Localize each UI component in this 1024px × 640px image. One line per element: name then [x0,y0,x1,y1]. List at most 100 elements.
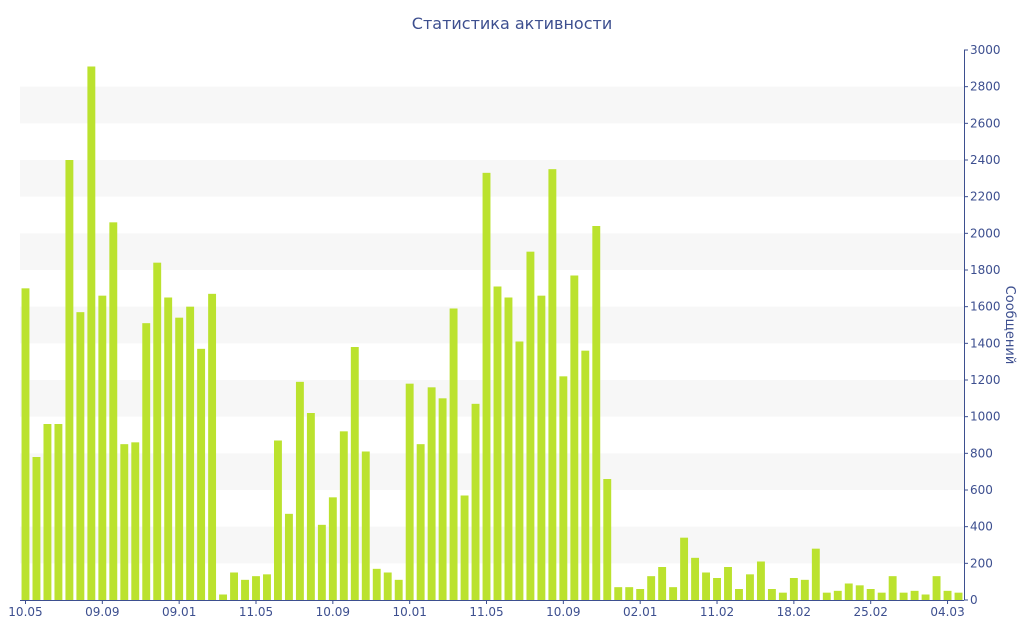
bar[interactable] [581,350,590,600]
bar[interactable] [515,341,524,601]
bar[interactable] [899,592,908,600]
bar[interactable] [691,557,700,600]
bar[interactable] [164,297,173,601]
x-tick-label: 09.09 [85,605,119,619]
bar[interactable] [548,169,557,600]
bar[interactable] [855,585,864,600]
bar[interactable] [175,317,184,600]
bar[interactable] [658,567,667,600]
bar[interactable] [438,398,447,600]
bar[interactable] [493,286,502,601]
y-tick-label: 2400 [970,153,1001,167]
bar[interactable] [43,424,52,600]
bar[interactable] [526,251,535,600]
bar[interactable] [888,576,897,600]
bar[interactable] [252,576,260,600]
bar[interactable] [713,578,721,600]
y-tick-label: 1400 [970,336,1001,350]
bar[interactable] [98,295,107,600]
bar[interactable] [350,347,359,600]
bar[interactable] [87,66,96,601]
bar[interactable] [120,444,129,600]
bar[interactable] [778,592,787,600]
bar[interactable] [592,226,601,600]
bar[interactable] [702,572,710,601]
bar[interactable] [361,451,370,601]
bar[interactable] [241,579,249,600]
bar[interactable] [789,578,798,600]
bar[interactable] [625,587,634,600]
bar[interactable] [636,589,645,600]
bar[interactable] [65,160,74,600]
grid-band [20,526,964,564]
bar[interactable] [822,592,831,600]
bar[interactable] [877,592,886,600]
x-tick-label: 25.02 [854,605,888,619]
bar[interactable] [208,293,217,600]
bar[interactable] [295,381,304,600]
bar[interactable] [844,583,853,601]
bar[interactable] [504,297,513,601]
bar[interactable] [954,592,963,600]
bar[interactable] [230,572,238,601]
bar[interactable] [186,306,195,600]
x-tick-label: 09.01 [162,605,196,619]
bar[interactable] [921,594,930,601]
bar[interactable] [471,403,480,600]
bar[interactable] [614,587,623,600]
bar[interactable] [76,312,85,600]
bar[interactable] [109,222,118,601]
bar[interactable] [339,431,348,600]
axes [20,50,965,601]
bar[interactable] [724,567,732,600]
bar[interactable] [811,548,820,600]
bar[interactable] [559,376,568,600]
grid-band [20,380,964,417]
bar[interactable] [756,561,765,601]
bar[interactable] [449,308,458,601]
grid-bands [20,86,964,564]
bar[interactable] [460,495,469,601]
bar[interactable] [910,590,919,600]
y-tick-label: 1600 [970,300,1001,314]
bar[interactable] [767,589,776,600]
bar[interactable] [197,348,206,600]
bar[interactable] [932,576,941,600]
bar[interactable] [32,457,41,600]
y-tick-label: 0 [970,593,978,607]
x-tick-label: 18.02 [777,605,811,619]
bar[interactable] [427,387,436,600]
bar[interactable] [328,497,337,600]
bar[interactable] [943,590,952,600]
bar[interactable] [680,537,689,600]
bar[interactable] [603,479,612,600]
bar[interactable] [647,576,656,600]
bar[interactable] [669,587,678,600]
bar[interactable] [416,444,425,600]
bar[interactable] [866,589,875,600]
bar[interactable] [570,275,579,601]
bar[interactable] [317,524,326,600]
bar[interactable] [306,413,315,600]
bar[interactable] [54,424,63,600]
x-tick-label: 11.05 [239,605,273,619]
bar[interactable] [274,440,282,601]
bar[interactable] [405,383,414,600]
grid-band [20,233,964,270]
bar[interactable] [800,579,809,600]
bar[interactable] [131,442,140,600]
bar[interactable] [833,590,842,600]
bar[interactable] [263,574,271,600]
bar[interactable] [153,262,162,600]
bar[interactable] [372,568,381,600]
bar[interactable] [482,172,491,601]
bar[interactable] [21,288,30,600]
bar[interactable] [142,323,151,600]
bar[interactable] [537,295,546,600]
bar[interactable] [746,574,754,600]
bar[interactable] [284,513,293,600]
bar[interactable] [219,594,228,601]
bar[interactable] [735,589,743,600]
bar[interactable] [383,572,392,601]
bar[interactable] [394,579,403,600]
